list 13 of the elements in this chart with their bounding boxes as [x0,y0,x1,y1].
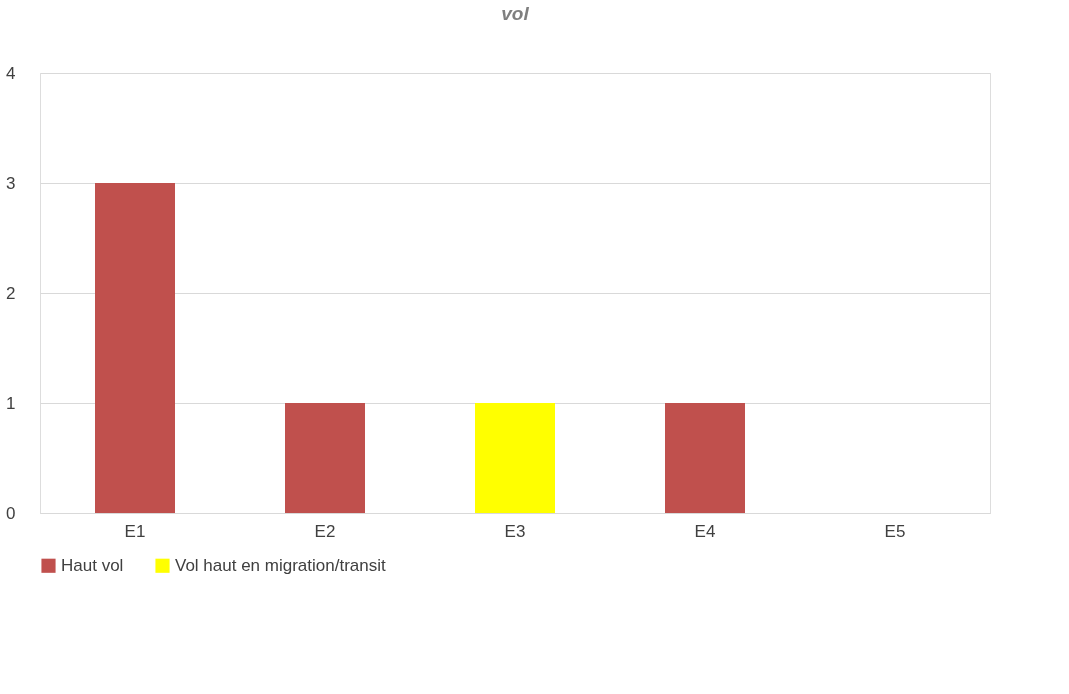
y-tick-label: 2 [6,283,16,303]
x-tick-label: E3 [504,521,526,541]
y-tick-label: 4 [6,63,16,83]
x-tick-label: E5 [884,521,906,541]
x-tick-label: E2 [314,521,336,541]
y-tick-label: 1 [6,393,16,413]
legend-label: Vol haut en migration/transit [175,555,387,575]
y-tick-label: 0 [6,503,16,523]
x-tick-label: E4 [694,521,716,541]
x-tick-label: E1 [124,521,146,541]
y-tick-label: 3 [6,173,16,193]
legend-label: Haut vol [61,555,124,575]
chart-title: vol [501,3,530,24]
